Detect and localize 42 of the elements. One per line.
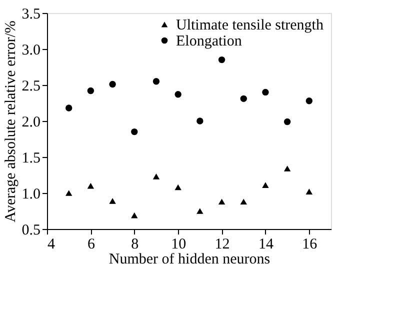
- point: [174, 184, 182, 190]
- point: [306, 97, 313, 104]
- x-tick-label: 14: [258, 236, 274, 252]
- point: [240, 198, 247, 205]
- legend-label: Elongation: [176, 34, 242, 50]
- point: [152, 78, 160, 85]
- point: [109, 80, 116, 88]
- y-tick-label: 3.5: [22, 6, 40, 22]
- point: [87, 87, 94, 94]
- point: [262, 182, 269, 188]
- y-tick-label: 1.0: [22, 186, 40, 202]
- point: [240, 95, 247, 102]
- point: [131, 212, 138, 218]
- x-tick-label: 10: [171, 236, 186, 252]
- x-tick-label: 16: [302, 236, 318, 252]
- point: [284, 118, 291, 126]
- point: [262, 88, 269, 96]
- point: [65, 190, 72, 196]
- point: [284, 166, 291, 172]
- y-tick-label: 2.5: [22, 78, 40, 94]
- point: [196, 208, 204, 214]
- point: [131, 128, 138, 136]
- y-tick-label: 3.0: [22, 42, 40, 58]
- y-axis-title: Average absolute relative error/%: [2, 20, 19, 222]
- y-tick-label: 1.5: [22, 150, 40, 166]
- point: [196, 118, 204, 124]
- point: [65, 104, 72, 112]
- x-tick-label: 12: [214, 236, 230, 252]
- y-tick-label: 2.0: [22, 114, 40, 130]
- point: [152, 174, 160, 180]
- legend-label: Ultimate tensile strength: [176, 18, 324, 34]
- point: [306, 188, 313, 194]
- x-tick-label: 6: [87, 236, 96, 252]
- x-tick-label: 4: [48, 236, 56, 252]
- x-tick-label: 8: [131, 236, 139, 252]
- point: [218, 56, 226, 64]
- x-axis-title: Number of hidden neurons: [108, 252, 270, 268]
- point: [174, 91, 182, 98]
- point: [87, 182, 94, 189]
- point: [109, 198, 116, 204]
- point: [218, 198, 226, 205]
- y-tick-label: 0.5: [22, 222, 40, 238]
